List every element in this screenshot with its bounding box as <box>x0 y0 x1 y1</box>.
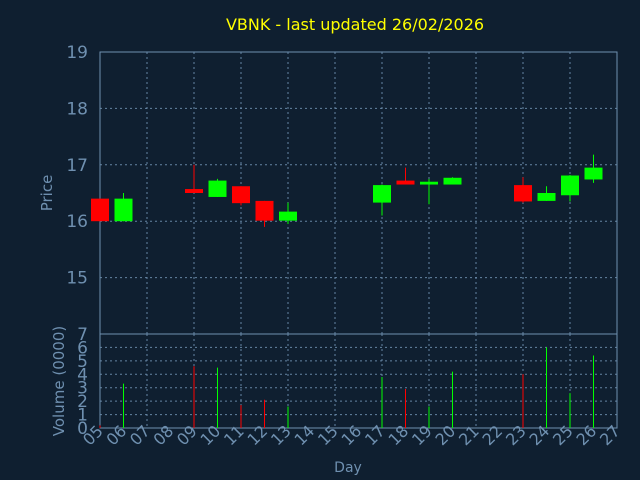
candle-body <box>208 180 227 197</box>
volume-y-tick-label: 6 <box>77 338 88 358</box>
volume-y-tick-label: 4 <box>77 365 88 385</box>
candle-body <box>185 189 203 193</box>
volume-plot-frame <box>99 333 618 429</box>
volume-y-tick-label: 5 <box>77 352 88 372</box>
candle-body <box>396 180 415 185</box>
volume-grid <box>100 334 617 428</box>
candle-body <box>91 198 109 222</box>
chart-title: VBNK - last updated 26/02/2026 <box>226 15 484 34</box>
candle-body <box>561 175 579 196</box>
price-y-tick-labels: 19 18 17 16 15 <box>66 43 88 289</box>
candles <box>91 154 603 227</box>
price-y-tick-label: 19 <box>66 43 88 63</box>
price-panel: 19 18 17 16 15 Price <box>38 43 618 335</box>
price-y-tick-label: 17 <box>66 156 88 176</box>
price-y-axis-label: Price <box>38 175 56 212</box>
candle-body <box>537 193 556 201</box>
candle-body <box>514 185 532 202</box>
candle-body <box>373 185 391 203</box>
price-y-tick-label: 16 <box>66 212 88 232</box>
price-y-tick-label: 18 <box>66 99 88 119</box>
x-axis-label: Day <box>334 460 362 476</box>
candle-body <box>420 181 438 185</box>
volume-y-tick-label: 2 <box>77 392 88 412</box>
volume-y-tick-label: 3 <box>77 379 88 399</box>
candle-body <box>443 177 462 185</box>
candle-body <box>114 198 133 222</box>
volume-y-axis-label: Volume (0000) <box>50 326 68 436</box>
candle-body <box>584 167 603 180</box>
x-tick-label: 27 <box>596 421 624 449</box>
volume-y-tick-label: 0 <box>77 419 88 439</box>
candle-body <box>232 186 250 204</box>
price-grid <box>100 51 617 334</box>
candle-body <box>255 200 274 221</box>
volume-bars <box>99 347 594 428</box>
candle-body <box>279 211 297 221</box>
volume-y-tick-label: 1 <box>77 406 88 426</box>
x-tick-labels: 0506070809101112131415161718192021222324… <box>79 421 624 449</box>
price-y-tick-label: 15 <box>66 269 88 289</box>
volume-y-tick-label: 7 <box>77 325 88 345</box>
